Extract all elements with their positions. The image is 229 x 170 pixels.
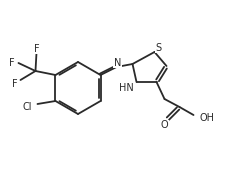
Text: F: F bbox=[34, 44, 39, 54]
Text: F: F bbox=[9, 58, 14, 68]
Text: N: N bbox=[114, 58, 121, 68]
Text: OH: OH bbox=[199, 113, 215, 123]
Text: Cl: Cl bbox=[23, 102, 33, 112]
Text: O: O bbox=[161, 120, 168, 130]
Text: S: S bbox=[155, 43, 162, 53]
Text: HN: HN bbox=[119, 83, 134, 93]
Text: F: F bbox=[12, 79, 17, 89]
